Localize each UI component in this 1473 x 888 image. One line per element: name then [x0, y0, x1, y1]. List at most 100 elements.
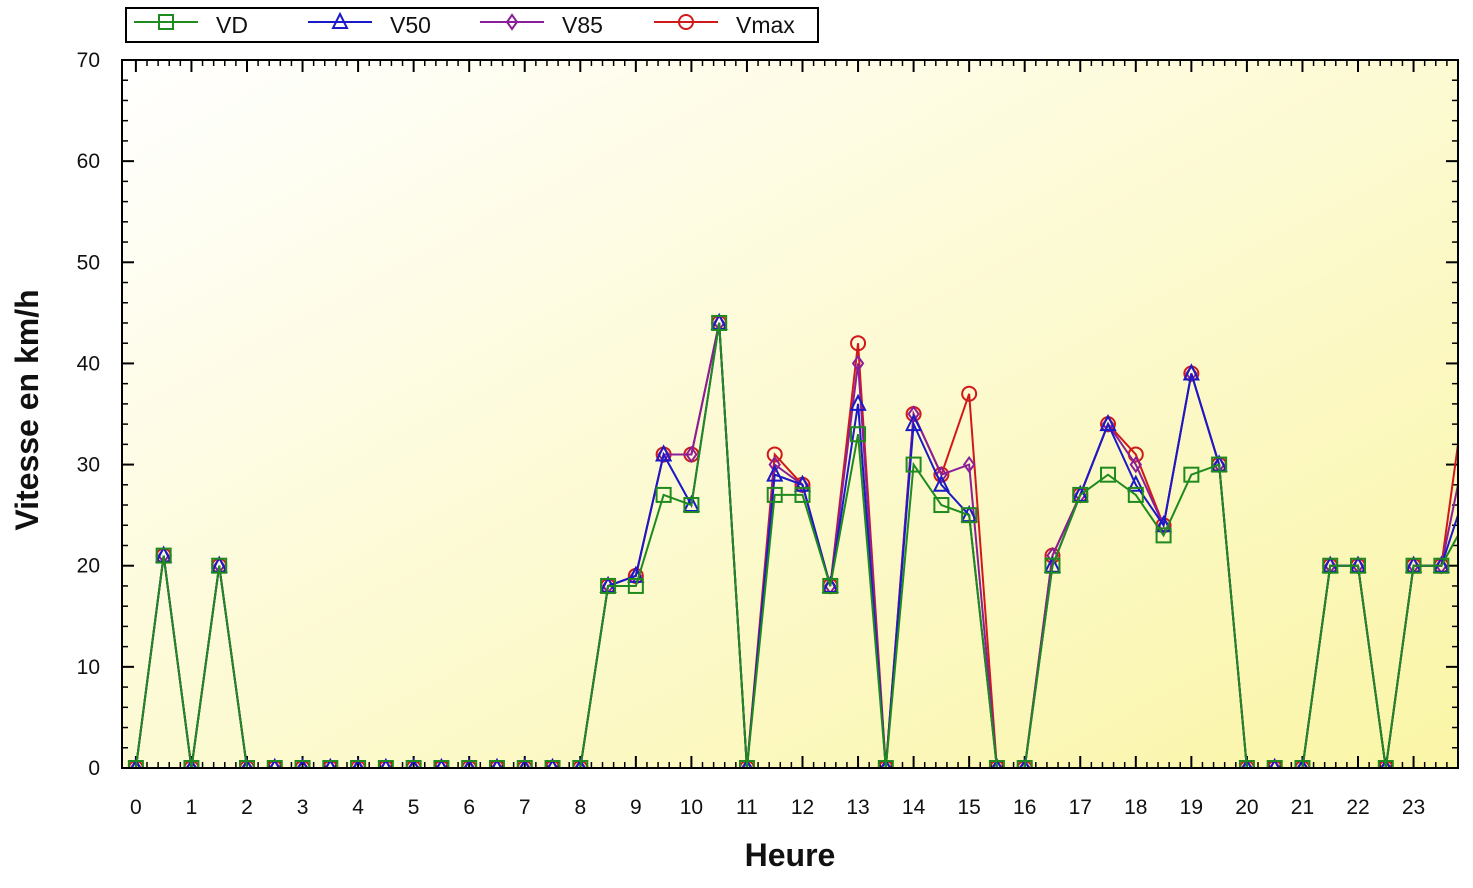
x-tick-label: 11 — [736, 796, 758, 819]
data-point-v85 — [685, 445, 698, 464]
data-point-vd — [1183, 466, 1200, 483]
data-point-v85 — [1129, 455, 1143, 474]
data-point-v85 — [1046, 546, 1059, 565]
data-point-v50 — [904, 413, 923, 432]
data-point-v50 — [766, 464, 784, 482]
legend-item-v85: V85 — [480, 12, 603, 38]
data-point-vd — [350, 760, 367, 768]
y-tick-label: 40 — [77, 352, 100, 375]
data-point-vd — [655, 486, 672, 503]
x-tick-label: 22 — [1346, 796, 1369, 819]
legend-marker-v85 — [505, 13, 519, 31]
y-tick-label: 20 — [77, 555, 100, 578]
data-point-vd — [1238, 760, 1255, 768]
x-tick-label: 14 — [902, 796, 926, 819]
legend-marker-vmax — [678, 14, 694, 30]
y-tick-label: 70 — [77, 49, 100, 72]
data-point-v85 — [851, 354, 865, 373]
data-point-vd — [988, 760, 1005, 768]
series-vd — [127, 314, 1458, 768]
data-point-vd — [127, 760, 144, 768]
data-point-vd — [905, 456, 922, 473]
y-tick-label: 30 — [77, 454, 100, 477]
data-point-v50 — [1099, 413, 1117, 432]
x-tick-label: 20 — [1235, 796, 1258, 819]
data-point-vd — [1100, 466, 1117, 483]
data-point-vd — [211, 557, 228, 574]
x-tick-label: 3 — [297, 796, 309, 819]
data-point-vmax — [850, 335, 867, 352]
x-tick-label: 21 — [1291, 796, 1314, 819]
data-point-v85 — [907, 405, 920, 423]
x-tick-label: 7 — [519, 796, 531, 819]
data-point-vd — [961, 507, 978, 524]
data-point-vd — [877, 760, 894, 768]
y-tick-label: 60 — [77, 150, 100, 173]
plot-background — [122, 60, 1458, 768]
x-tick-label: 17 — [1069, 796, 1092, 819]
data-point-vd — [683, 497, 700, 514]
data-point-vd — [1266, 760, 1283, 768]
data-point-v85 — [768, 455, 781, 474]
data-point-vd — [1322, 557, 1339, 574]
legend-item-v50: V50 — [308, 11, 431, 38]
legend-item-vd: VD — [134, 12, 248, 38]
x-tick-label: 19 — [1180, 796, 1203, 819]
x-tick-label: 12 — [791, 796, 814, 819]
x-tick-label: 6 — [463, 796, 475, 819]
x-tick-label: 2 — [241, 796, 253, 819]
data-point-vd — [461, 760, 478, 768]
data-point-vd — [1044, 557, 1061, 574]
data-point-vd — [238, 760, 255, 768]
tick-labels: 0 1 2 3 4 5 6 7 8 9 10 11 12 13 14 15 16 17 18 19 20 21 22 2301… — [77, 49, 1426, 819]
data-point-vd — [738, 760, 755, 768]
data-point-vd — [433, 760, 450, 768]
legend-label: V85 — [562, 12, 603, 38]
x-tick-label: 15 — [957, 796, 980, 819]
data-point-vmax — [766, 446, 783, 463]
data-point-vd — [1377, 760, 1394, 768]
data-point-vd — [822, 577, 839, 594]
data-point-vd — [850, 426, 867, 443]
data-point-v50 — [932, 474, 950, 492]
data-point-vd — [377, 760, 394, 768]
x-axis-title: Heure — [745, 837, 836, 873]
data-point-vd — [516, 760, 533, 768]
data-point-vd — [1350, 557, 1367, 574]
data-point-vd — [294, 760, 311, 768]
x-tick-label: 18 — [1124, 796, 1147, 819]
data-point-vd — [933, 497, 950, 514]
data-point-vd — [600, 577, 617, 594]
x-tick-label: 9 — [630, 796, 642, 819]
y-tick-label: 10 — [77, 656, 100, 679]
data-point-vd — [794, 486, 811, 503]
y-tick-label: 50 — [77, 251, 100, 274]
data-point-v50 — [849, 393, 867, 411]
data-point-v50 — [655, 444, 673, 462]
legend-label: V50 — [390, 12, 431, 38]
data-point-vd — [1405, 557, 1422, 574]
y-axis-title: Vitesse en km/h — [9, 289, 45, 530]
series-layer — [127, 312, 1458, 768]
series-line-v50 — [134, 322, 1458, 768]
x-tick-label: 1 — [186, 796, 198, 819]
x-tick-label: 0 — [130, 796, 142, 819]
legend-item-vmax: Vmax — [654, 12, 795, 38]
data-point-vmax — [961, 385, 978, 402]
data-point-vd — [627, 577, 644, 594]
data-point-vd — [488, 760, 505, 768]
x-tick-label: 5 — [408, 796, 420, 819]
data-point-vd — [155, 547, 172, 564]
data-point-v50 — [793, 474, 812, 492]
series-line-vd — [134, 322, 1458, 768]
data-point-vd — [1294, 760, 1311, 768]
legend-label: Vmax — [736, 12, 795, 38]
x-tick-label: 16 — [1013, 796, 1036, 819]
x-tick-label: 23 — [1402, 796, 1425, 819]
x-tick-label: 8 — [574, 796, 586, 819]
data-point-vd — [544, 760, 561, 768]
data-point-v50 — [1182, 363, 1200, 381]
plot-frame — [121, 59, 1459, 769]
legend-label: VD — [216, 12, 248, 38]
legend-marker-vd — [158, 14, 174, 30]
